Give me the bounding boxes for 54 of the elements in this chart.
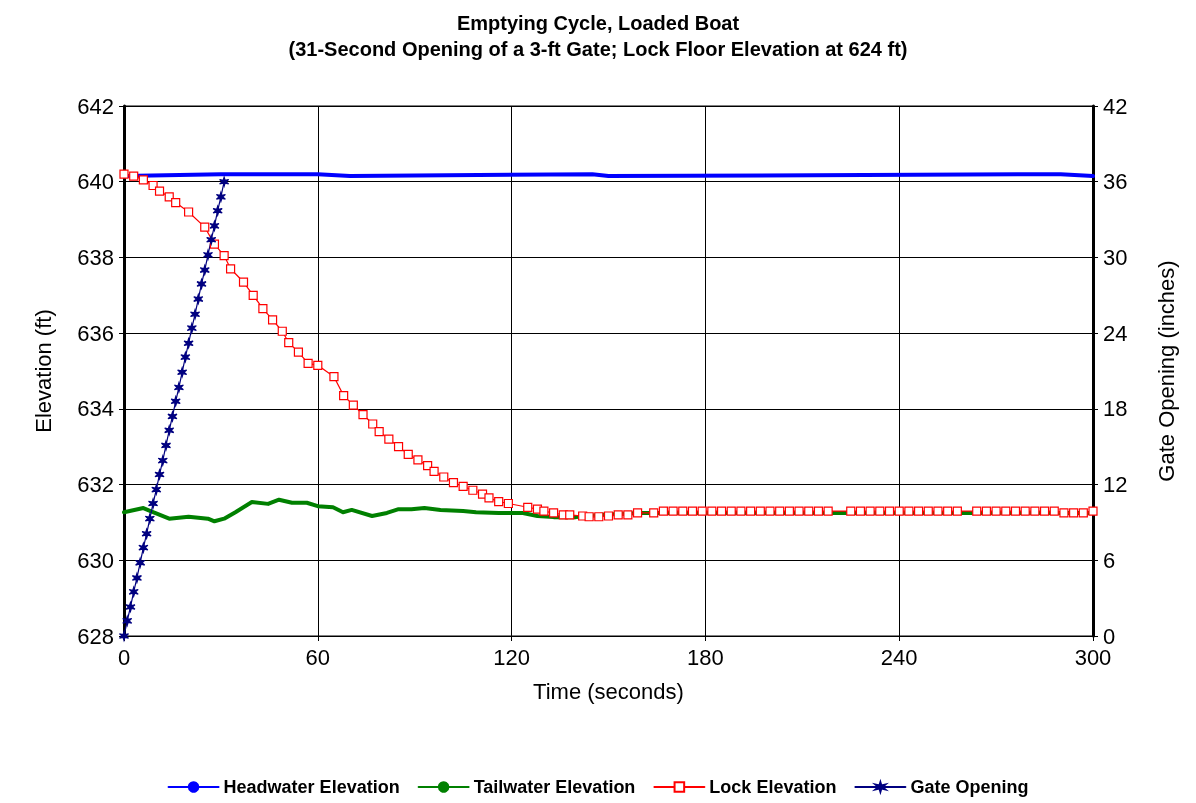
point bbox=[167, 411, 178, 422]
y-tick-label: 634 bbox=[77, 396, 114, 422]
point bbox=[144, 513, 155, 524]
point bbox=[160, 440, 172, 451]
point bbox=[170, 396, 181, 407]
point bbox=[177, 367, 188, 378]
point bbox=[118, 630, 130, 642]
y2-tick-label: 36 bbox=[1103, 169, 1128, 195]
y2-axis-title: Gate Opening (inches) bbox=[1153, 260, 1179, 482]
point bbox=[141, 528, 152, 539]
point bbox=[154, 469, 165, 480]
legend-label: Tailwater Elevation bbox=[473, 777, 636, 797]
point bbox=[128, 586, 139, 597]
point bbox=[125, 601, 136, 613]
x-tick-label: 240 bbox=[880, 644, 918, 670]
y2-tick-label: 6 bbox=[1103, 547, 1116, 573]
y2-tick-label: 18 bbox=[1103, 396, 1128, 422]
x-tick-label: 120 bbox=[493, 644, 530, 670]
y-axis-title: Elevation (ft) bbox=[30, 309, 56, 433]
y2-tick-label: 24 bbox=[1103, 320, 1128, 346]
y-tick-label: 630 bbox=[77, 547, 114, 573]
point bbox=[135, 557, 146, 568]
x-tick-label: 60 bbox=[305, 644, 331, 670]
y-tick-label: 636 bbox=[77, 320, 114, 346]
x-tick-label: 0 bbox=[117, 644, 131, 670]
y-tick-label: 642 bbox=[77, 93, 114, 119]
point bbox=[212, 205, 223, 216]
point bbox=[183, 338, 194, 349]
legend-label: Lock Elevation bbox=[709, 777, 837, 797]
legend-label: Gate Opening bbox=[910, 777, 1029, 797]
point bbox=[173, 382, 185, 393]
point bbox=[219, 176, 230, 187]
y-tick-label: 628 bbox=[77, 623, 114, 649]
point bbox=[206, 234, 217, 245]
point bbox=[131, 572, 143, 584]
y2-tick-label: 30 bbox=[1103, 244, 1128, 270]
chart-subtitle: (31-Second Opening of a 3-ft Gate; Lock Floor Elevation at 624 ft) bbox=[288, 38, 908, 60]
point bbox=[193, 293, 204, 305]
y2-tick-label: 12 bbox=[1103, 472, 1128, 498]
point bbox=[199, 264, 210, 276]
y-tick-label: 640 bbox=[77, 169, 114, 195]
point bbox=[157, 455, 168, 466]
point bbox=[138, 542, 149, 553]
chart-title: Emptying Cycle, Loaded Boat bbox=[456, 12, 740, 34]
point bbox=[151, 484, 162, 495]
point bbox=[147, 498, 159, 509]
point bbox=[196, 278, 207, 290]
y2-tick-label: 42 bbox=[1103, 93, 1128, 119]
legend-label: Headwater Elevation bbox=[223, 777, 400, 797]
point bbox=[164, 425, 175, 436]
y-tick-label: 632 bbox=[77, 472, 114, 498]
y-tick-label: 638 bbox=[77, 244, 114, 270]
x-tick-label: 180 bbox=[687, 644, 724, 670]
x-axis-title: Time (seconds) bbox=[533, 678, 684, 704]
